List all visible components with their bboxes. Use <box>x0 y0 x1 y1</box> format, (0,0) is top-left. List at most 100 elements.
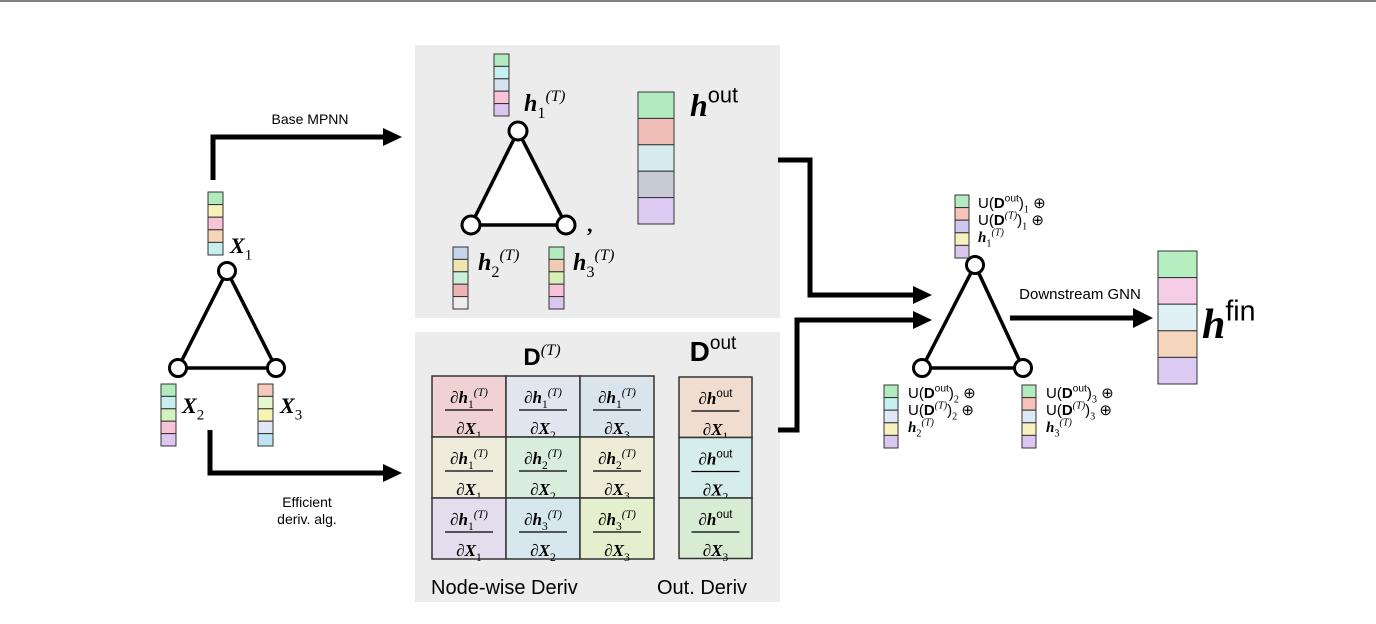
final-node-label-line: U(D(T))1 ⊕ <box>978 211 1044 233</box>
vector-cell <box>452 258 469 273</box>
final-node-label-line: U(Dout)1 ⊕ <box>978 194 1046 216</box>
math-segment: 3 <box>1054 429 1059 440</box>
math-segment: ∂ <box>450 449 458 468</box>
vector-cell <box>257 433 274 447</box>
math-segment: 1 <box>722 430 728 443</box>
math-segment: X <box>464 541 477 560</box>
math-segment: h <box>690 87 708 123</box>
math-segment: 2 <box>952 412 957 423</box>
final-node-label-line: U(D(T))3 ⊕ <box>1046 401 1112 423</box>
math-segment: h <box>573 250 586 276</box>
math-segment: ) <box>947 402 952 419</box>
math-segment: ∂ <box>703 481 711 500</box>
math-segment: out <box>716 508 733 521</box>
math-segment: U( <box>978 212 994 229</box>
math-segment: D <box>994 212 1005 229</box>
math-segment: ∂ <box>524 510 532 529</box>
vector-cell <box>954 207 970 221</box>
fraction-denominator: ∂X3 <box>604 480 630 503</box>
fraction-numerator: ∂h2(T) <box>524 447 562 472</box>
graph-node <box>266 358 286 378</box>
math-segment: ∂ <box>524 449 532 468</box>
math-segment: (T) <box>474 447 488 460</box>
math-segment: ∂ <box>604 419 612 438</box>
math-segment: X <box>710 541 723 560</box>
math-segment: D <box>523 344 540 371</box>
math-segment: X <box>464 480 477 499</box>
x2-label: X2 <box>181 393 204 424</box>
vector-cell <box>207 216 224 231</box>
math-segment: 2 <box>616 459 622 472</box>
math-segment: 3 <box>616 520 622 533</box>
vector-cell <box>883 422 899 436</box>
arrowhead <box>913 286 932 304</box>
d-t-title: D(T) <box>523 340 560 371</box>
math-segment: out <box>710 333 737 354</box>
vector-cell <box>493 65 510 80</box>
math-segment: ∂ <box>598 449 606 468</box>
graph-edges <box>919 261 1026 370</box>
math-segment: ∂ <box>456 419 464 438</box>
math-segment: U( <box>908 402 924 419</box>
vector-cell <box>637 170 675 199</box>
fraction-numerator: ∂hout <box>699 447 734 468</box>
math-segment: U( <box>908 385 924 402</box>
vector-cell <box>493 103 510 117</box>
cell-bg <box>678 436 753 499</box>
h-out-vector <box>637 91 675 225</box>
x3-vector <box>257 383 274 447</box>
graph-node <box>217 261 237 281</box>
math-segment: 3 <box>624 490 630 503</box>
math-segment: (T) <box>548 447 562 460</box>
vector-cell <box>637 91 675 119</box>
fraction-denominator: ∂X1 <box>703 420 729 443</box>
math-segment: ) <box>1017 212 1022 229</box>
math-segment: ∂ <box>699 510 707 529</box>
efficient-label-line1: Efficient <box>282 494 332 510</box>
math-segment: 2 <box>550 429 556 442</box>
math-segment: (T) <box>474 386 488 399</box>
math-segment: h <box>707 389 716 408</box>
math-segment: X <box>710 420 723 439</box>
math-segment: X <box>181 393 198 418</box>
vector-cell <box>1021 422 1037 436</box>
vector-cell <box>1157 303 1198 332</box>
vector-cell <box>1157 330 1198 358</box>
math-segment: 1 <box>468 398 474 411</box>
graph-node <box>460 214 482 236</box>
vector-cell <box>493 90 510 105</box>
math-segment: (T) <box>991 228 1004 239</box>
h1-vector <box>493 53 510 117</box>
math-segment: h <box>532 388 541 407</box>
math-segment: h <box>606 510 615 529</box>
math-segment: ∂ <box>524 388 532 407</box>
math-segment: (T) <box>546 86 566 105</box>
math-segment: h <box>707 510 716 529</box>
math-segment: X <box>279 393 296 418</box>
final-node-vector <box>1021 384 1037 449</box>
vector-cell <box>257 408 274 422</box>
vector-cell <box>1021 434 1037 449</box>
vector-cell <box>452 283 469 298</box>
fraction-denominator: ∂X1 <box>456 419 482 442</box>
cell-bg <box>505 375 581 438</box>
node-wise-deriv-label: Node-wise Deriv <box>431 577 578 599</box>
graph-node <box>168 358 188 378</box>
vector-cell <box>548 283 565 298</box>
graph-edges <box>175 267 279 370</box>
math-segment: ∂ <box>699 389 707 408</box>
math-segment: D <box>924 385 935 402</box>
math-segment: ⊕ <box>959 385 976 402</box>
math-segment: (T) <box>622 447 636 460</box>
math-segment: h <box>1202 302 1225 348</box>
fraction-denominator: ∂X1 <box>456 541 482 564</box>
final-node-vector <box>883 384 899 449</box>
vector-cell <box>207 191 224 206</box>
math-segment: h <box>478 250 491 276</box>
input-graph <box>168 261 286 378</box>
out-deriv-cell <box>678 376 753 439</box>
cell-bg <box>431 497 507 560</box>
x1-label: X1 <box>229 233 252 264</box>
math-segment: X <box>538 419 551 438</box>
fraction-numerator: ∂h2(T) <box>598 447 636 472</box>
